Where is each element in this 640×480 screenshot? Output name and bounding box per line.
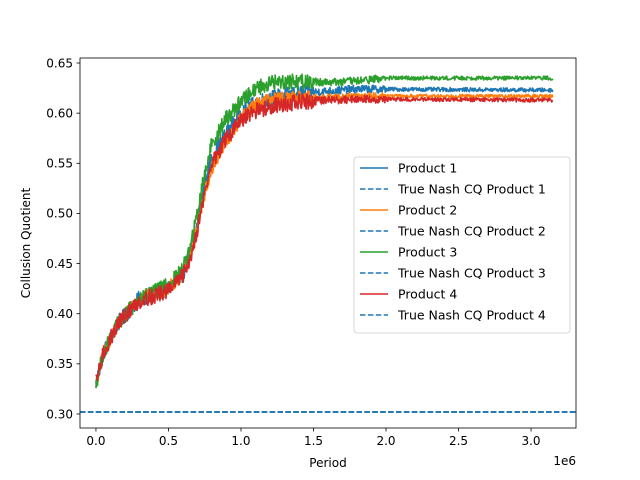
y-tick-label: 0.65: [46, 56, 73, 70]
legend-entry-label: True Nash CQ Product 3: [397, 266, 546, 281]
series-product-1-line: [95, 83, 554, 388]
legend-entry-label: Product 4: [398, 287, 457, 302]
legend-entry-label: Product 2: [398, 203, 457, 218]
y-tick-label: 0.40: [46, 307, 73, 321]
legend-entry-label: Product 3: [398, 245, 457, 260]
x-tick-label: 1.0: [231, 434, 250, 448]
x-tick-label: 2.5: [449, 434, 468, 448]
x-axis-offset-label: 1e6: [553, 454, 576, 468]
y-tick-label: 0.35: [46, 357, 73, 371]
x-tick-label: 0.0: [86, 434, 105, 448]
y-tick-label: 0.60: [46, 106, 73, 120]
legend: Product 1 True Nash CQ Product 1 Product 2…: [353, 156, 571, 334]
y-axis-label: Collusion Quotient: [19, 187, 33, 298]
x-axis-label: Period: [309, 456, 346, 470]
legend-entry-label: True Nash CQ Product 4: [397, 308, 546, 323]
legend-box: [353, 156, 571, 334]
legend-entry-label: Product 1: [398, 161, 457, 176]
y-tick-label: 0.50: [46, 207, 73, 221]
y-tick-label: 0.45: [46, 257, 73, 271]
x-axis: 0.0 0.5 1.0 1.5 2.0 2.5 3.0: [86, 428, 541, 448]
y-tick-label: 0.55: [46, 157, 73, 171]
series-product-3-line: [95, 73, 554, 389]
legend-entry-label: True Nash CQ Product 1: [397, 182, 546, 197]
series-layer: [80, 73, 576, 413]
x-tick-label: 0.5: [159, 434, 178, 448]
y-tick-label: 0.30: [46, 407, 73, 421]
x-tick-label: 3.0: [521, 434, 540, 448]
legend-entry-label: True Nash CQ Product 2: [397, 224, 546, 239]
x-tick-label: 1.5: [304, 434, 323, 448]
y-axis: 0.30 0.35 0.40 0.45 0.50 0.55 0.60 0.65: [46, 56, 80, 421]
x-tick-label: 2.0: [376, 434, 395, 448]
plot-frame: [79, 57, 577, 429]
series-product-4-line: [95, 93, 554, 381]
